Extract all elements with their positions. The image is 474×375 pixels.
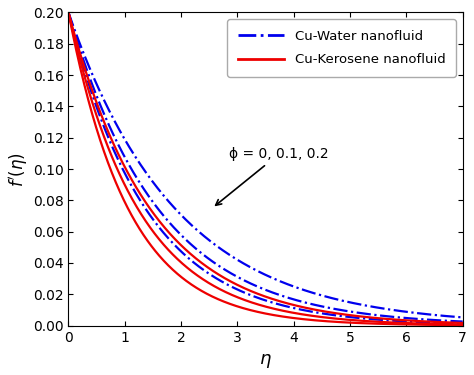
Y-axis label: $f'(\eta)$: $f'(\eta)$ — [7, 152, 30, 186]
Legend: Cu-Water nanofluid, Cu-Kerosene nanofluid: Cu-Water nanofluid, Cu-Kerosene nanoflui… — [228, 19, 456, 77]
X-axis label: η: η — [260, 350, 271, 368]
Text: ϕ = 0, 0.1, 0.2: ϕ = 0, 0.1, 0.2 — [216, 147, 328, 205]
